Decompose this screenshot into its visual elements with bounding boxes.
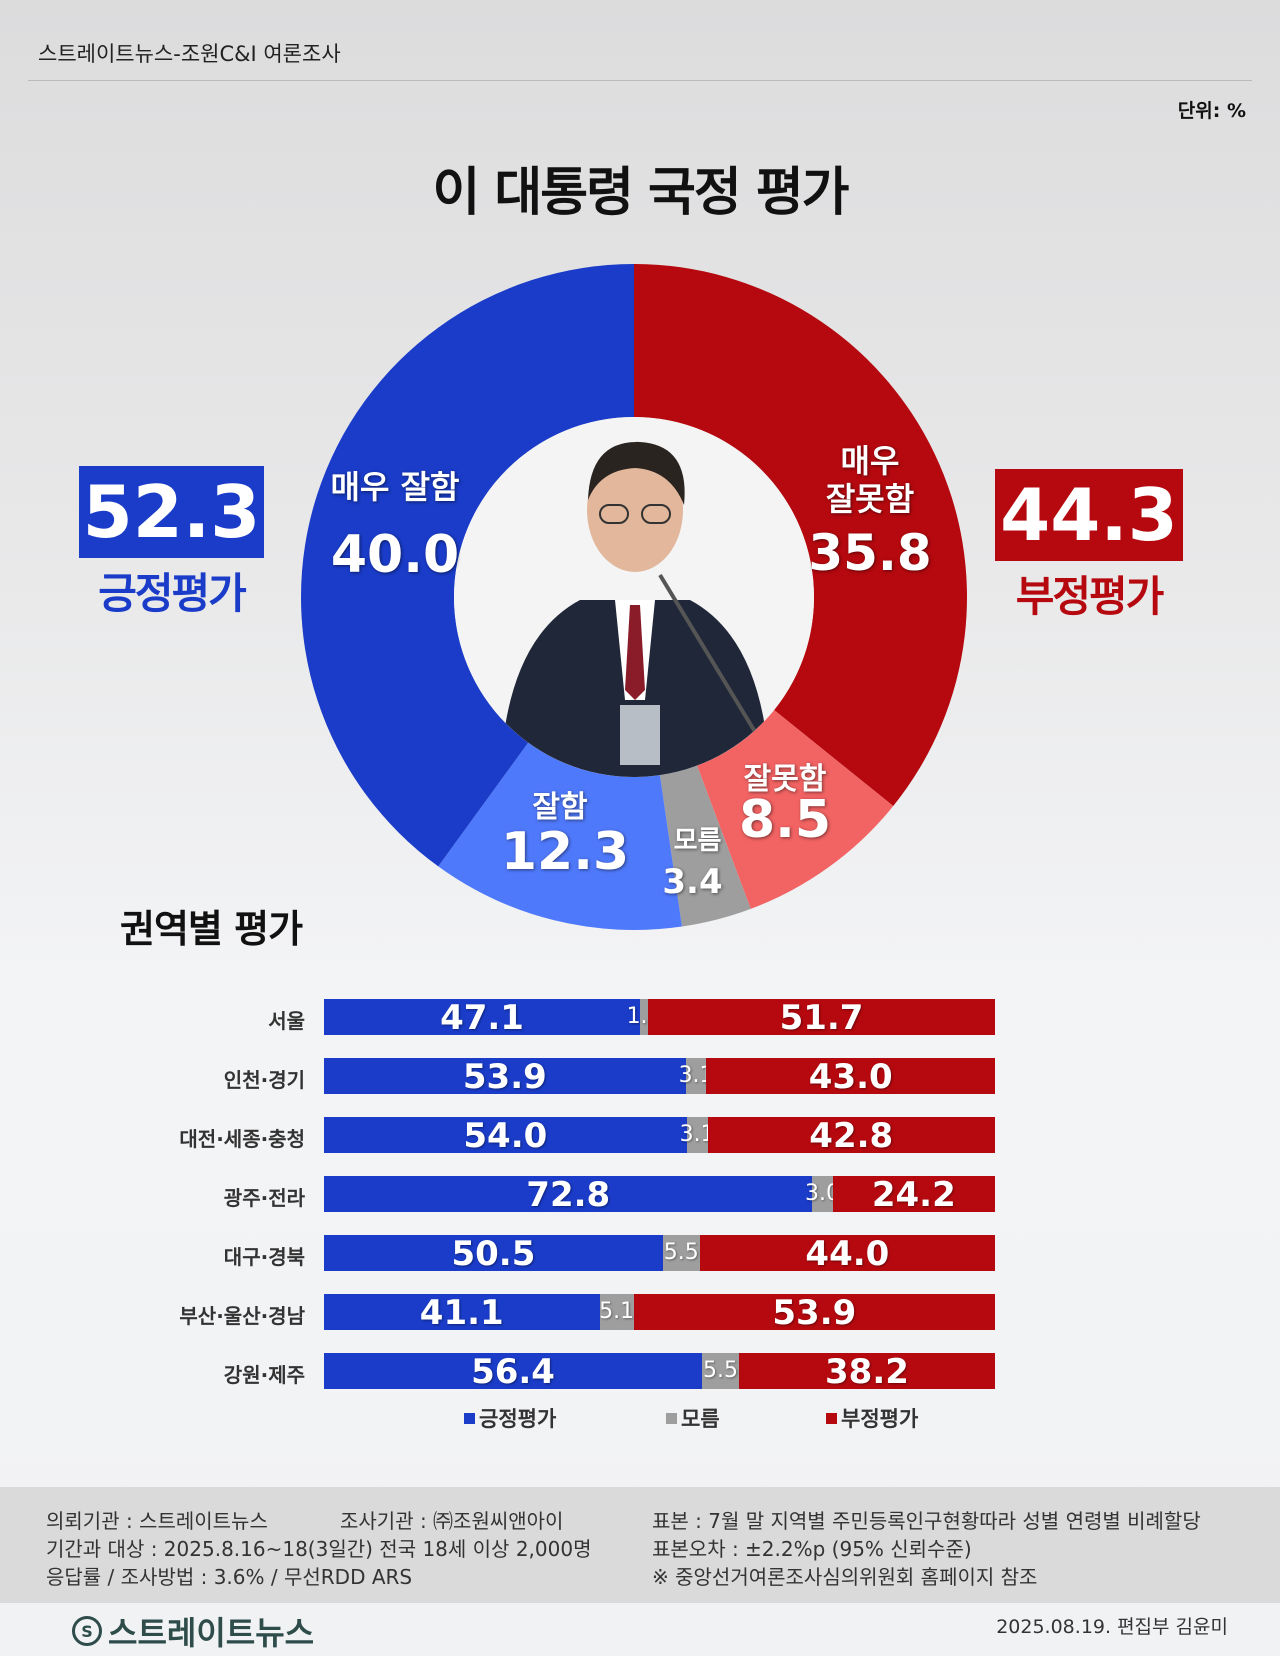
region-label: 대구·경북 (223, 1245, 305, 1269)
client: 의뢰기관 : 스트레이트뉴스 (46, 1509, 268, 1533)
bar-value-label: 44.0 (805, 1234, 890, 1274)
region-label: 대전·세종·충청 (179, 1127, 305, 1151)
date-editor: 2025.08.19. 편집부 김윤미 (996, 1616, 1228, 1638)
period: 기간과 대상 : 2025.8.16~18(3일간) 전국 18세 이상 2,0… (46, 1537, 592, 1561)
bar-segment (324, 1353, 703, 1389)
bar-value-label: 53.9 (462, 1057, 547, 1097)
region-label: 강원·제주 (223, 1363, 305, 1387)
legend-negative: 부정평가 (826, 1403, 918, 1433)
negative-total: 44.3 (995, 469, 1183, 561)
bar-segment (640, 999, 649, 1035)
negative-label: 부정평가 (1015, 572, 1165, 621)
bar-segment (686, 1117, 708, 1153)
sample: 표본 : 7월 말 지역별 주민등록인구현황따라 성별 연령별 비례할당 (652, 1509, 1201, 1533)
bar-segment (706, 1058, 995, 1094)
bar-value-label: 56.4 (471, 1352, 555, 1392)
slice-label-good: 잘함 (532, 790, 588, 825)
legend-swatch (826, 1412, 837, 1424)
slice-value-good: 12.3 (500, 822, 630, 882)
donut-slice-2 (659, 765, 751, 927)
unit-label: 단위: % (1177, 100, 1246, 122)
positive-label: 긍정평가 (98, 569, 247, 618)
bar-value-label: 47.1 (440, 998, 524, 1038)
bar-value-label: 5.1 (599, 1299, 635, 1324)
legend-swatch (666, 1412, 677, 1424)
bar-segment (707, 1117, 995, 1153)
bar-segment (685, 1058, 707, 1094)
slice-value-very-bad: 35.8 (808, 524, 932, 582)
slice-label-very-bad-1: 매우 (840, 442, 900, 480)
brand-logo: S 스트레이트뉴스 (72, 1608, 314, 1654)
bar-value-label: 38.2 (825, 1352, 909, 1392)
donut-chart (301, 264, 968, 931)
legend-label: 부정평가 (841, 1407, 919, 1431)
slice-value-bad: 8.5 (738, 790, 832, 850)
bar-segment (812, 1176, 833, 1212)
region-chart-title: 권역별 평가 (120, 907, 303, 951)
donut-slice-3 (438, 742, 682, 931)
donut-slice-4 (301, 264, 634, 867)
page-title: 이 대통령 국정 평가 (432, 163, 849, 223)
divider (28, 80, 1252, 81)
slice-value-unknown: 3.4 (662, 862, 723, 902)
legend-positive: 긍정평가 (464, 1403, 556, 1433)
bar-segment (324, 999, 641, 1035)
logo-text: 스트레이트뉴스 (108, 1614, 315, 1652)
slice-label-very-bad-2: 잘못함 (825, 480, 915, 518)
survey-info: 의뢰기관 : 스트레이트뉴스 조사기관 : ㈜조원씨앤아이 기간과 대상 : 2… (0, 1487, 1280, 1603)
slice-label-bad: 잘못함 (743, 762, 827, 797)
bar-value-label: 51.7 (779, 998, 864, 1038)
bar-value-label: 5.5 (703, 1358, 738, 1383)
bar-segment (324, 1058, 686, 1094)
bar-segment (324, 1294, 600, 1330)
region-bar-chart: 서울 47.1 1.2 51.7 인천·경기 53.9 3.1 43.0 대전·세종·충청 54.… (179, 998, 995, 1392)
logo-icon: S (72, 1616, 102, 1646)
bar-value-label: 42.8 (809, 1116, 894, 1156)
bar-segment (324, 1176, 813, 1212)
bar-value-label: 24.2 (871, 1175, 956, 1215)
donut-slice-1 (697, 709, 894, 909)
legend-label: 긍정평가 (479, 1407, 557, 1431)
bar-segment (633, 1294, 995, 1330)
bar-value-label: 53.9 (772, 1293, 857, 1333)
president-photo (454, 417, 814, 777)
positive-total: 52.3 (79, 466, 264, 558)
region-label: 광주·전라 (223, 1186, 305, 1210)
note: ※ 중앙선거여론조사심의위원회 홈페이지 참조 (652, 1565, 1038, 1589)
bar-segment (648, 999, 995, 1035)
bar-segment (662, 1235, 700, 1271)
region-label: 서울 (268, 1009, 305, 1033)
bar-value-label: 54.0 (463, 1116, 548, 1156)
bar-value-label: 72.8 (526, 1175, 611, 1215)
bar-segment (699, 1235, 995, 1271)
bar-value-label: 43.0 (808, 1057, 893, 1097)
legend-swatch (464, 1412, 475, 1424)
bar-value-label: 41.1 (419, 1293, 504, 1333)
legend-unknown: 모름 (666, 1403, 720, 1433)
method: 응답률 / 조사방법 : 3.6% / 무선RDD ARS (46, 1565, 413, 1589)
slice-label-very-good: 매우 잘함 (330, 468, 460, 506)
bar-value-label: 5.5 (663, 1240, 699, 1265)
bar-segment (702, 1353, 739, 1389)
bar-segment (324, 1235, 663, 1271)
source-label: 스트레이트뉴스-조원C&I 여론조사 (38, 42, 341, 66)
bar-segment (599, 1294, 634, 1330)
bar-segment (324, 1117, 687, 1153)
donut-slice-0 (634, 264, 968, 807)
bar-segment (738, 1353, 995, 1389)
region-label: 인천·경기 (223, 1068, 305, 1092)
region-label: 부산·울산·경남 (179, 1304, 305, 1328)
legend-label: 모름 (681, 1407, 720, 1431)
bar-segment (832, 1176, 995, 1212)
slice-label-unknown: 모름 (673, 826, 722, 856)
agency: 조사기관 : ㈜조원씨앤아이 (340, 1509, 564, 1533)
error: 표본오차 : ±2.2%p (95% 신뢰수준) (652, 1537, 972, 1561)
slice-value-very-good: 40.0 (330, 525, 460, 585)
bar-value-label: 50.5 (451, 1234, 536, 1274)
